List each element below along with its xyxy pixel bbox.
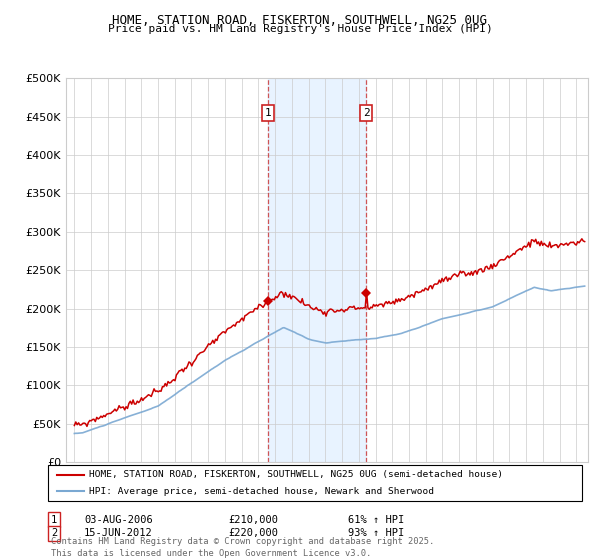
Text: 1: 1	[51, 515, 57, 525]
Text: 93% ↑ HPI: 93% ↑ HPI	[348, 528, 404, 538]
Text: HOME, STATION ROAD, FISKERTON, SOUTHWELL, NG25 0UG (semi-detached house): HOME, STATION ROAD, FISKERTON, SOUTHWELL…	[89, 470, 503, 479]
Text: 03-AUG-2006: 03-AUG-2006	[84, 515, 153, 525]
Text: HPI: Average price, semi-detached house, Newark and Sherwood: HPI: Average price, semi-detached house,…	[89, 487, 434, 496]
Text: 2: 2	[51, 528, 57, 538]
Text: 15-JUN-2012: 15-JUN-2012	[84, 528, 153, 538]
Text: HOME, STATION ROAD, FISKERTON, SOUTHWELL, NG25 0UG: HOME, STATION ROAD, FISKERTON, SOUTHWELL…	[113, 14, 487, 27]
Text: £220,000: £220,000	[228, 528, 278, 538]
Text: 61% ↑ HPI: 61% ↑ HPI	[348, 515, 404, 525]
Text: Price paid vs. HM Land Registry's House Price Index (HPI): Price paid vs. HM Land Registry's House …	[107, 24, 493, 34]
Text: Contains HM Land Registry data © Crown copyright and database right 2025.
This d: Contains HM Land Registry data © Crown c…	[51, 537, 434, 558]
Text: £210,000: £210,000	[228, 515, 278, 525]
Text: 2: 2	[363, 108, 370, 118]
Bar	[268, 78, 367, 462]
Text: 1: 1	[265, 108, 271, 118]
